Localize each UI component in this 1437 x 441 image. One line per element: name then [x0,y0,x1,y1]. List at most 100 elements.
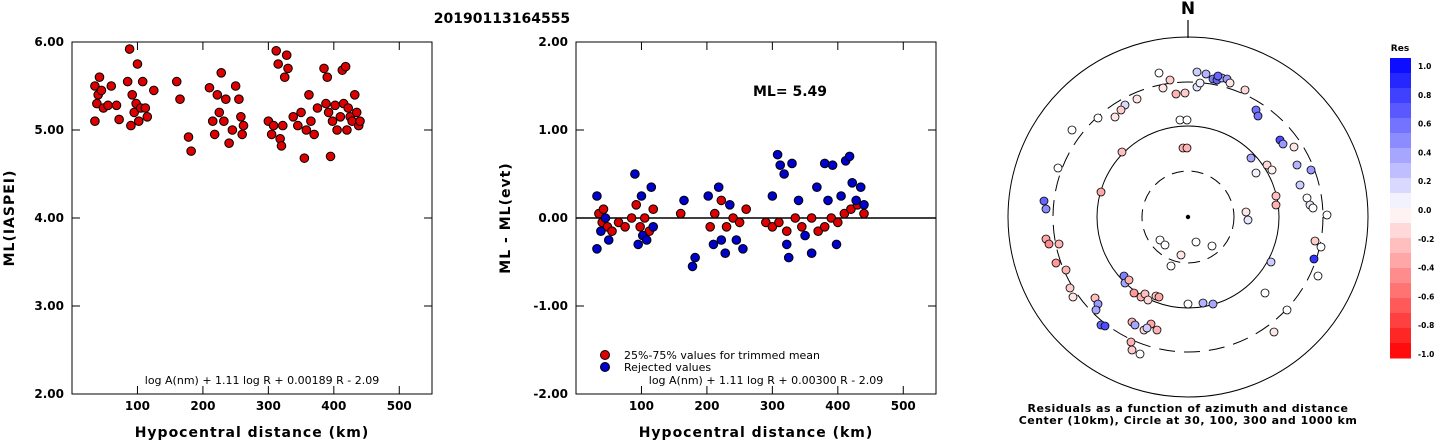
station-marker [1100,321,1110,331]
data-point [787,158,797,169]
data-point [325,151,336,162]
colorbar-cell [1390,298,1411,314]
data-point [216,68,227,78]
station-marker [1309,254,1319,264]
data-point [831,239,842,250]
data-point [266,129,277,140]
data-point [214,107,225,118]
polar-stations [1039,67,1332,359]
data-point [833,217,843,228]
data-point [321,98,331,109]
station-marker [1068,292,1078,302]
data-point [603,235,614,245]
colorbar-labels: 1.0 0.8 0.6 0.4 0.2 0.0 -0.2 -0.4 -0.6 -0.8 -1.0 [1418,62,1434,359]
data-point [171,76,182,87]
y-tick-label: -1.00 [533,299,568,313]
y-tick-label: 1.00 [538,123,568,137]
ml-vs-distance-plot: 2.00 3.00 4.00 5.00 6.00 100 200 300 400 500 log… [2,35,433,441]
data-point [122,76,133,87]
data-point [268,120,279,131]
data-point [342,125,352,135]
data-point [823,195,833,206]
legend-trimmed-label: 25%-75% values for trimmed mean [624,349,820,362]
data-point [687,261,698,272]
data-point [204,82,215,93]
colorbar-cell [1390,223,1411,239]
data-point [836,191,846,201]
x-tick-label: 100 [125,399,150,413]
data-point [741,204,751,214]
station-marker [1127,345,1137,355]
station-marker [1065,283,1075,293]
colorbar-tick-label: 0.2 [1418,177,1431,186]
station-marker [1054,239,1064,249]
station-marker [1135,349,1145,359]
data-point [708,239,719,250]
data-point [827,160,838,170]
data-point [142,112,153,122]
station-marker [1282,305,1292,315]
circle-30km [1141,170,1235,264]
data-point [844,151,855,162]
station-marker [1158,83,1168,93]
data-point [767,191,778,201]
station-marker [1152,325,1162,335]
data-point [234,94,244,104]
data-point [293,120,303,131]
station-marker [1292,160,1302,170]
data-point [335,112,346,122]
station-marker [1160,240,1170,250]
station-marker [1124,275,1134,285]
data-point [626,213,637,223]
legend-trimmed-marker [600,350,610,360]
station-marker [1192,67,1202,77]
data-point [319,63,329,74]
station-marker [1271,200,1281,210]
station-marker [1266,257,1276,267]
data-point [322,72,333,82]
colorbar-tick-label: 0.8 [1418,91,1431,100]
data-point [96,85,107,96]
x-tick-label: 400 [825,399,850,413]
plot1-x-axis-label: Hypocentral distance (km) [135,425,370,441]
plot1-x-ticks: 100 200 300 400 500 [125,42,412,413]
data-point [133,116,144,126]
station-marker [1051,258,1061,268]
data-point [859,208,869,219]
data-point [279,72,290,82]
station-marker [1061,265,1071,275]
data-point [126,120,136,131]
station-marker [1171,89,1181,99]
station-marker [1091,305,1101,315]
data-point [273,59,283,69]
data-point [277,120,288,131]
station-marker [1201,69,1211,79]
data-point [690,252,700,263]
station-marker [1130,320,1140,330]
station-marker [1165,75,1175,85]
colorbar-cell [1390,253,1411,269]
data-point [271,46,282,56]
data-point [312,103,323,113]
colorbar-cell [1390,238,1411,254]
data-point [790,213,801,223]
data-point [716,235,727,245]
station-marker [1039,196,1049,206]
data-point [224,138,234,148]
data-point [332,125,342,135]
plot2-y-ticks: -2.00 -1.00 0.00 1.00 2.00 [533,35,936,401]
data-point [276,141,287,151]
event-id-title: 20190113164555 [434,11,570,27]
y-tick-label: -2.00 [533,387,568,401]
station-marker [1110,112,1120,122]
colorbar-cell [1390,328,1411,344]
data-point [288,112,299,122]
data-point [675,208,686,219]
polar-caption-2: Center (10km), Circle at 30, 100, 300 an… [1019,414,1358,427]
station-marker [1154,68,1164,78]
colorbar-cell [1390,163,1411,179]
data-point [613,217,624,228]
data-point [230,81,241,91]
plot1-y-axis-label: ML(IASPEI) [2,170,18,267]
